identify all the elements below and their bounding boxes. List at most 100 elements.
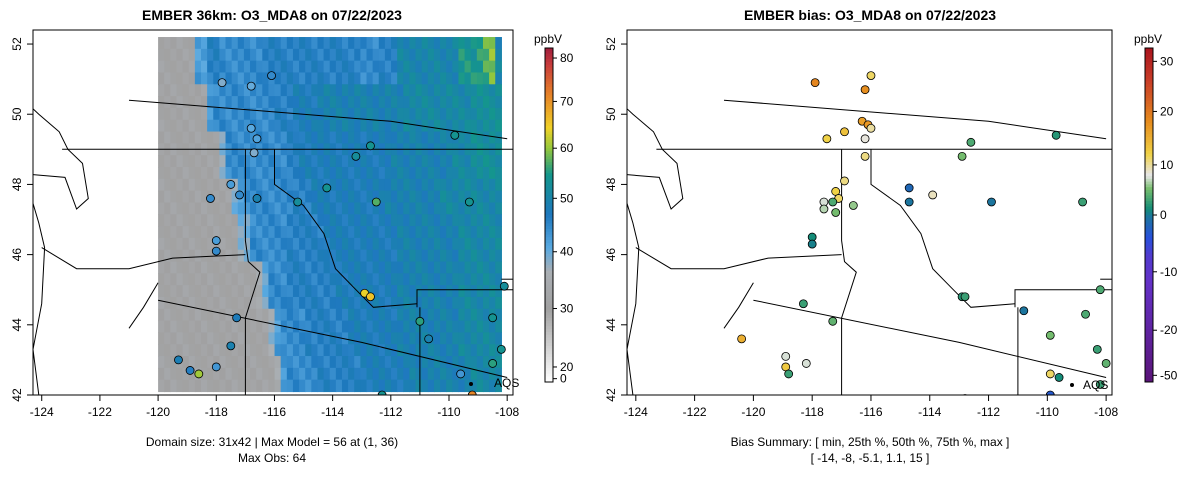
model-grid-cell	[250, 320, 257, 334]
model-grid-cell	[415, 131, 423, 144]
model-grid-cell	[391, 190, 398, 204]
model-grid-cell	[335, 296, 343, 310]
model-grid-cell	[348, 119, 355, 133]
right-colorbar-segment	[1145, 226, 1153, 230]
model-grid-cell	[299, 84, 306, 97]
model-grid-cell	[409, 308, 417, 322]
model-grid-cell	[433, 344, 441, 357]
right-colorbar-segment	[1145, 323, 1153, 327]
model-grid-cell	[464, 37, 472, 50]
right-colorbar-segment	[1145, 173, 1153, 177]
model-grid-cell	[243, 166, 251, 180]
model-grid-cell	[299, 261, 306, 274]
model-grid-cell	[378, 332, 386, 345]
model-grid-cell	[341, 214, 349, 227]
model-grid-cell	[446, 190, 453, 204]
model-grid-cell	[495, 72, 502, 85]
model-grid-cell	[495, 202, 502, 215]
model-grid-cell	[158, 320, 165, 334]
left-colorbar-segment	[545, 304, 553, 308]
model-grid-cell	[372, 273, 380, 286]
model-grid-cell	[366, 226, 374, 239]
right-colorbar-segment	[1145, 203, 1153, 208]
model-grid-cell	[421, 190, 429, 204]
model-grid-cell	[305, 37, 312, 50]
model-grid-cell	[299, 379, 306, 393]
model-grid-cell	[317, 237, 325, 251]
model-grid-cell	[250, 273, 257, 286]
model-grid-cell	[225, 119, 233, 133]
model-grid-cell	[470, 356, 478, 369]
observation-site-marker	[377, 390, 387, 395]
model-grid-cell	[329, 261, 337, 274]
model-grid-cell	[415, 237, 423, 251]
model-grid-cell	[421, 96, 429, 109]
right-colorbar-segment	[1145, 237, 1153, 241]
model-grid-cell	[489, 48, 496, 62]
right-colorbar-segment	[1145, 162, 1153, 166]
right-colorbar-segment	[1145, 298, 1153, 302]
bias-site-marker	[1101, 359, 1111, 368]
boundary-line	[416, 289, 513, 308]
right-colorbar-segment	[1145, 223, 1153, 227]
model-grid-cell	[317, 379, 325, 393]
model-grid-cell	[446, 320, 453, 334]
bias-site-marker	[1045, 330, 1055, 340]
model-grid-cell	[250, 48, 257, 62]
model-grid-cell	[464, 320, 472, 334]
left-colorbar-segment	[545, 78, 553, 82]
model-grid-cell	[464, 237, 472, 251]
model-grid-cell	[433, 249, 441, 263]
model-grid-cell	[366, 237, 374, 251]
left-y-tick-label: 42	[10, 388, 24, 402]
model-grid-cell	[489, 107, 496, 121]
model-grid-cell	[305, 332, 312, 345]
model-grid-cell	[372, 379, 380, 393]
model-grid-cell	[421, 72, 429, 85]
model-grid-cell	[476, 261, 484, 274]
model-grid-cell	[476, 237, 484, 251]
model-grid-cell	[384, 344, 392, 357]
model-grid-cell	[452, 237, 460, 251]
model-grid-cell	[170, 249, 178, 263]
left-colorbar-tick-label: 0	[560, 372, 567, 386]
model-grid-cell	[274, 308, 282, 322]
model-grid-cell	[489, 344, 496, 357]
model-grid-cell	[256, 237, 263, 251]
model-grid-cell	[182, 226, 190, 239]
model-grid-cell	[446, 107, 453, 121]
left-colorbar-segment	[545, 139, 553, 144]
model-grid-cell	[433, 332, 441, 345]
model-grid-cell	[482, 155, 490, 168]
model-grid-cell	[384, 190, 392, 204]
model-grid-cell	[360, 84, 368, 97]
right-colorbar-segment	[1145, 156, 1153, 160]
model-grid-cell	[335, 190, 343, 204]
right-colorbar-segment	[1145, 167, 1153, 171]
model-grid-cell	[409, 320, 417, 334]
model-grid-cell	[360, 190, 368, 204]
model-grid-cell	[256, 332, 263, 345]
model-grid-cell	[280, 261, 288, 274]
model-grid-cell	[476, 367, 484, 381]
model-grid-cell	[280, 308, 288, 322]
model-grid-cell	[219, 107, 227, 121]
model-grid-cell	[482, 261, 490, 274]
model-grid-cell	[305, 237, 312, 251]
model-grid-cell	[482, 202, 490, 215]
model-grid-cell	[262, 84, 270, 97]
model-grid-cell	[378, 166, 386, 180]
boundary-line	[274, 149, 418, 308]
right-colorbar-segment	[1145, 75, 1153, 80]
model-grid-cell	[495, 332, 502, 345]
model-grid-cell	[219, 202, 227, 215]
model-grid-cell	[170, 131, 178, 144]
model-grid-cell	[397, 107, 404, 121]
model-grid-cell	[305, 344, 312, 357]
right-colorbar-segment	[1145, 153, 1153, 158]
model-grid-cell	[158, 332, 165, 345]
model-grid-cell	[164, 261, 171, 274]
model-grid-cell	[427, 237, 435, 251]
model-grid-cell	[427, 249, 435, 263]
model-grid-cell	[446, 96, 453, 109]
